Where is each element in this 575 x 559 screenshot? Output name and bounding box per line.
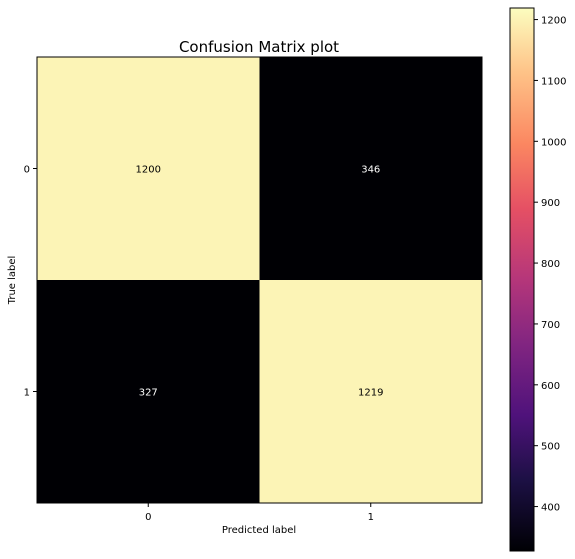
x-tick-label: 1 (368, 512, 374, 523)
matrix-cells: 1200 346 327 1219 (37, 57, 482, 503)
cell-value-label-1-0: 327 (139, 388, 158, 399)
y-tick-label: 1 (24, 388, 30, 399)
y-axis-ticks: 01 (24, 165, 37, 399)
cell-value-label-1-1: 1219 (358, 388, 383, 399)
plot-frame (36, 56, 483, 504)
colorbar-tick-label: 700 (541, 320, 560, 331)
colorbar (509, 7, 535, 552)
colorbar-tick-label: 600 (541, 381, 560, 392)
cell-value-label-0-0: 1200 (136, 165, 161, 176)
colorbar-tick-label: 1000 (541, 137, 566, 148)
colorbar-tick-label: 1100 (541, 76, 566, 87)
matrix-cell-0-1 (259, 57, 482, 280)
cell-value-label-0-1: 346 (361, 165, 380, 176)
y-tick-label: 0 (24, 165, 30, 176)
y-axis-label: True label (7, 256, 18, 306)
colorbar-ticks: 400 500 600 700 800 900 1000 1100 1200 (534, 16, 566, 514)
colorbar-tick-label: 400 (541, 503, 560, 514)
colorbar-tick-label: 1200 (541, 16, 566, 27)
colorbar-tick-label: 900 (541, 198, 560, 209)
matrix-cell-1-1 (259, 280, 482, 503)
matrix-cell-0-0 (37, 57, 260, 280)
x-tick-label: 0 (145, 512, 151, 523)
colorbar-tick-label: 800 (541, 259, 560, 270)
matrix-cell-1-0 (37, 280, 260, 503)
chart-title: Confusion Matrix plot (179, 38, 339, 56)
colorbar-tick-label: 500 (541, 442, 560, 453)
x-axis-label: Predicted label (222, 525, 296, 536)
